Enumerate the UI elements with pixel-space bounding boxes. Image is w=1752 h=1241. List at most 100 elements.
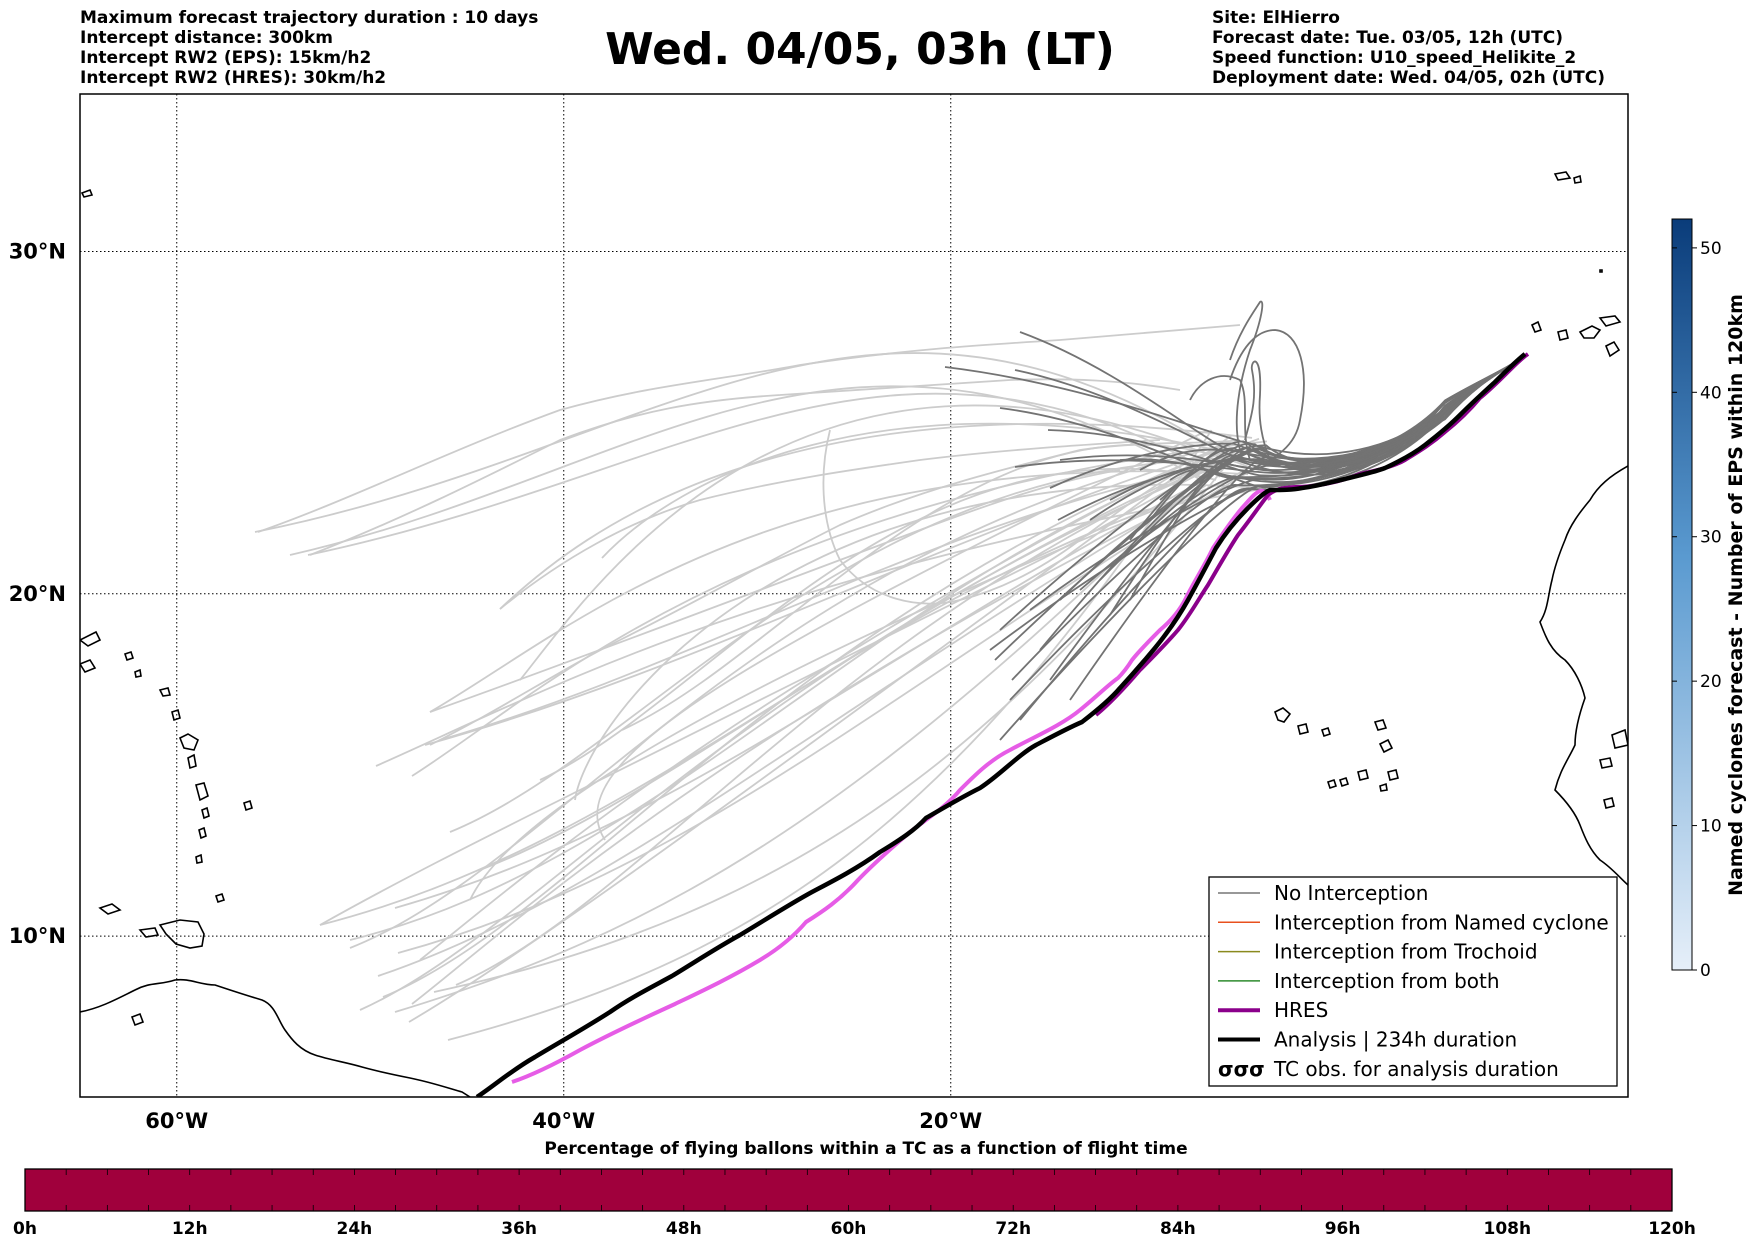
colorbar-tick-label: 50 — [1700, 239, 1722, 259]
timebar-title: Percentage of flying ballons within a TC… — [544, 1139, 1187, 1159]
lat-tick-label: 10°N — [9, 924, 66, 948]
legend: No Interception Interception from Named c… — [1208, 876, 1618, 1087]
coastline-cape-verde — [1297, 723, 1309, 735]
header-info-line: Speed function: U10_speed_Helikite_2 — [1212, 48, 1577, 68]
header-info-line: Site: ElHierro — [1212, 8, 1340, 28]
timebar-tick-label: 120h — [1648, 1219, 1696, 1239]
coastline-antilles — [158, 687, 172, 697]
timebar-tick-label: 60h — [831, 1219, 867, 1239]
header-info-line: Maximum forecast trajectory duration : 1… — [80, 8, 539, 28]
eps-trajectory-recent — [1229, 329, 1305, 471]
eps-trajectory-early — [574, 483, 1261, 801]
coastline-curacao — [130, 1012, 145, 1027]
eps-trajectory-early — [394, 458, 1221, 1013]
analysis-trajectory — [475, 352, 1527, 1097]
lat-tick-label: 30°N — [9, 239, 66, 263]
eps-trajectory-early — [429, 469, 1121, 713]
coastline-africa-fragment — [1603, 797, 1615, 809]
eps-trajectory-early — [433, 459, 1232, 993]
coastline-africa — [1539, 465, 1628, 886]
colorbar-tick-label: 10 — [1700, 817, 1722, 837]
coastline-antilles — [195, 782, 209, 802]
header-info-line: Deployment date: Wed. 04/05, 02h (UTC) — [1212, 68, 1606, 88]
timebar-tick-label: 96h — [1325, 1219, 1361, 1239]
timebar-tick-label: 72h — [995, 1219, 1031, 1239]
map-gridlines — [80, 94, 1628, 1097]
coastline-canary-islands — [1598, 315, 1622, 327]
coastline-canary-islands — [1530, 320, 1543, 333]
colorbar-tick-label: 0 — [1700, 961, 1711, 981]
legend-item-label: Interception from both — [1274, 969, 1500, 993]
coastline-canary-islands — [1578, 325, 1602, 339]
coastline-cape-verde — [1378, 738, 1394, 754]
legend-box — [1208, 876, 1618, 1087]
coastline-cape-verde — [1387, 769, 1399, 781]
coastline-antilles — [198, 826, 207, 840]
eps-trajectory-early — [359, 445, 1264, 1011]
timebar-tick-label: 12h — [172, 1219, 208, 1239]
colorbar: 0 10 20 30 40 50 Named cyclones forecast - Nu… — [1671, 218, 1747, 981]
eps-trajectory-early — [455, 455, 1232, 986]
coastline-antilles — [195, 853, 203, 864]
eps-trajectory-early — [479, 488, 1207, 871]
eps-trajectory-recent — [1129, 355, 1526, 601]
eps-trajectory-recent — [1109, 355, 1526, 616]
coastline-antilles — [123, 650, 135, 662]
coastline-cape-verde — [1373, 719, 1388, 731]
timebar-tick-label: 24h — [337, 1219, 373, 1239]
coastline-tobago — [214, 892, 226, 904]
coastline-cape-verde — [1320, 726, 1332, 738]
header-info-left: Maximum forecast trajectory duration : 1… — [80, 8, 538, 88]
header-info-line: Intercept RW2 (EPS): 15km/h2 — [80, 48, 372, 68]
coastline-margarita — [138, 927, 160, 938]
eps-trajectory-early — [519, 404, 1201, 681]
coastline-northeast-islet — [1599, 269, 1603, 273]
lat-tick-label: 20°N — [9, 582, 66, 606]
legend-item-label: HRES — [1274, 998, 1328, 1022]
timebar-tick-label: 36h — [501, 1219, 537, 1239]
legend-item-label: Interception from Trochoid — [1274, 940, 1538, 964]
eps-trajectory-early — [411, 468, 1249, 1005]
timebar-tick-label: 108h — [1484, 1219, 1532, 1239]
eps-trajectory-early — [449, 457, 1242, 833]
eps-trajectory-early — [419, 446, 1217, 961]
coastline-africa-fragment — [1599, 757, 1613, 769]
legend-item-label: Analysis | 234h duration — [1274, 1028, 1517, 1052]
coastline-trinidad — [158, 919, 205, 949]
map-axis-ticks: 60°W 40°W 20°W 10°N 20°N 30°N — [9, 239, 983, 1133]
eps-trajectory-early — [439, 458, 1240, 741]
coastline-islet — [98, 903, 122, 915]
eps-trajectory-early — [601, 422, 1223, 559]
eps-trajectory-early — [596, 430, 1207, 841]
header-info-line: Intercept RW2 (HRES): 30km/h2 — [80, 68, 387, 88]
coastline-barbados — [243, 799, 253, 812]
header-info-right: Site: ElHierro Forecast date: Tue. 03/05… — [1212, 8, 1605, 88]
eps-trajectory-early — [822, 429, 1201, 605]
hres-trajectory — [511, 488, 1272, 1084]
colorbar-tick-label: 40 — [1700, 383, 1722, 403]
coastline-antilles — [178, 733, 199, 751]
coastline-northwest-islet — [80, 188, 94, 198]
eps-trajectory-early — [499, 423, 1253, 610]
timebar-tick-label: 0h — [13, 1219, 37, 1239]
legend-item-label: No Interception — [1274, 881, 1428, 905]
eps-trajectory-recent — [1229, 300, 1264, 451]
map-title: Wed. 04/05, 03h (LT) — [605, 24, 1115, 75]
timebar-tick-label: 48h — [666, 1219, 702, 1239]
coastline-madeira — [1553, 171, 1572, 181]
coastline-africa-fragment — [1611, 728, 1628, 749]
eps-trajectory-early — [429, 439, 1241, 746]
eps-trajectory-early — [499, 439, 1161, 610]
coastline-cape-verde — [1338, 776, 1350, 788]
timebar-tick-label: 84h — [1160, 1219, 1196, 1239]
eps-trajectory-early — [424, 443, 1236, 746]
coastline-canary-islands — [1557, 329, 1569, 341]
timebar: Percentage of flying ballons within a TC… — [13, 1139, 1696, 1239]
lon-tick-label: 20°W — [919, 1109, 982, 1133]
coastline-cape-verde — [1379, 782, 1388, 792]
eps-trajectory-recent — [1189, 375, 1251, 461]
eps-trajectory-early — [319, 459, 1231, 926]
colorbar-tick-label: 20 — [1700, 672, 1722, 692]
colorbar-title: Named cyclones forecast - Number of EPS … — [1725, 294, 1747, 896]
